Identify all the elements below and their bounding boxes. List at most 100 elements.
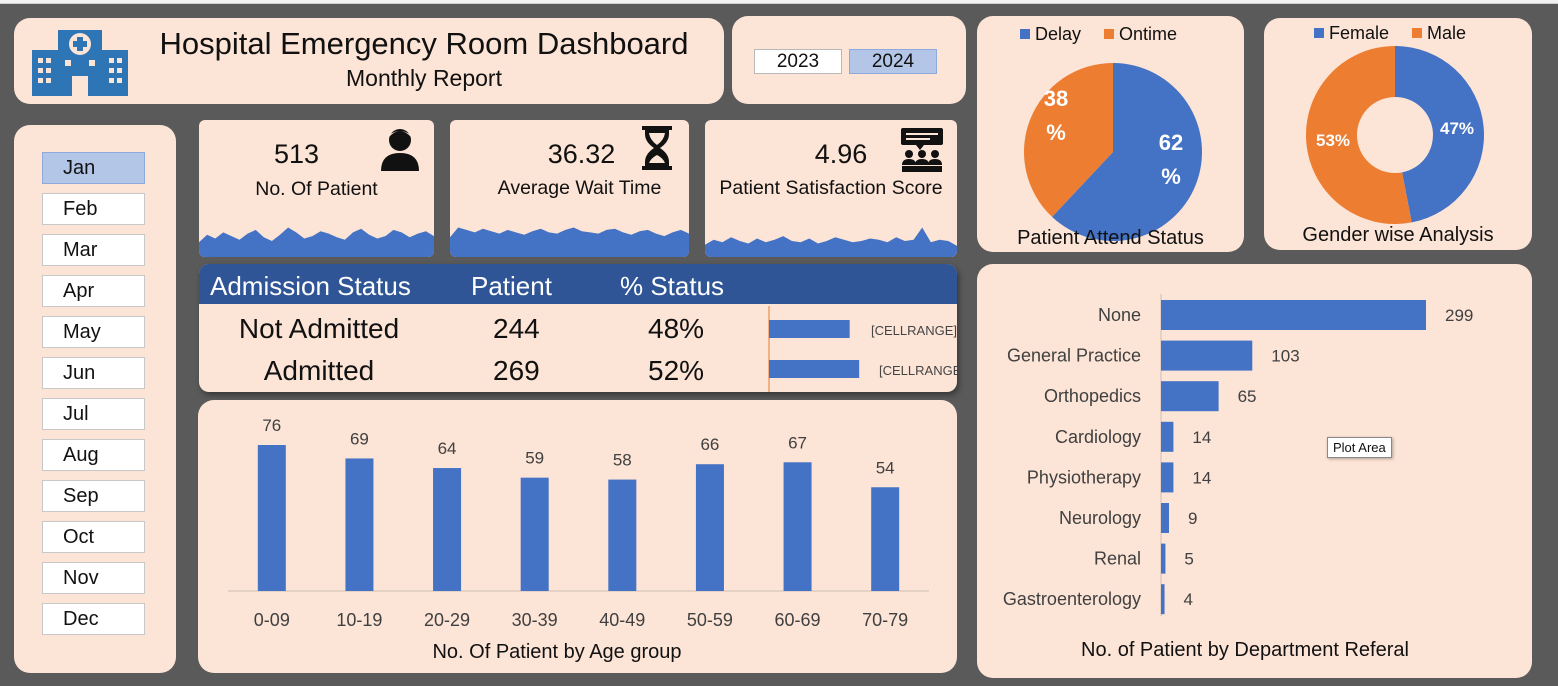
hospital-icon bbox=[32, 30, 128, 96]
month-button-feb[interactable]: Feb bbox=[42, 193, 145, 225]
dept-bar bbox=[1161, 300, 1426, 330]
age-tick-label: 20-29 bbox=[424, 610, 470, 630]
gender-legend: Female Male bbox=[1314, 23, 1466, 44]
dept-data-label: 14 bbox=[1192, 428, 1211, 447]
admission-percent: 52% bbox=[648, 355, 705, 386]
admission-percent: 48% bbox=[648, 313, 705, 344]
dept-bar bbox=[1161, 421, 1174, 452]
month-button-aug[interactable]: Aug bbox=[42, 439, 145, 471]
gender-donut-svg: 47% 53% bbox=[1306, 46, 1484, 224]
age-bar bbox=[345, 458, 374, 591]
age-tick-label: 40-49 bbox=[599, 610, 645, 630]
year-button-2023[interactable]: 2023 bbox=[754, 49, 842, 74]
dept-data-label: 5 bbox=[1184, 550, 1193, 569]
age-data-label: 59 bbox=[525, 449, 544, 468]
pie-label-delay: 62 bbox=[1159, 130, 1183, 155]
age-data-label: 76 bbox=[262, 416, 281, 435]
admission-bar-label: [CELLRANGE] bbox=[879, 363, 957, 378]
hourglass-icon bbox=[642, 126, 672, 170]
legend-label-delay: Delay bbox=[1035, 24, 1082, 44]
admission-bar-chart: [CELLRANGE] [CELLRANGE] bbox=[768, 306, 957, 392]
age-data-label: 69 bbox=[350, 429, 369, 448]
dept-data-label: 65 bbox=[1238, 387, 1257, 406]
department-referral-chart: None 299 General Practice 103 Orthopedics 65 C… bbox=[977, 264, 1532, 678]
admission-status-table: Admission Status Patient % Status Not Ad… bbox=[199, 264, 957, 392]
dept-bar bbox=[1161, 503, 1169, 533]
kpi-value-patients: 513 bbox=[273, 139, 320, 169]
header-admission-status: Admission Status bbox=[210, 271, 411, 301]
legend-swatch-ontime bbox=[1104, 29, 1115, 39]
attend-chart-title: Patient Attend Status bbox=[1017, 227, 1204, 249]
attend-legend: Delay Ontime bbox=[1020, 24, 1177, 45]
dept-data-label: 103 bbox=[1271, 347, 1299, 366]
admission-row-admitted: Admitted 269 52% bbox=[199, 350, 957, 392]
pie-slice-delay bbox=[1052, 63, 1202, 241]
attend-status-chart: Delay Ontime 62% 38% Patient Attend Statu… bbox=[977, 16, 1244, 252]
sparkline-satisfaction bbox=[705, 227, 957, 257]
dept-tick-label: Physiotherapy bbox=[1027, 467, 1141, 487]
dashboard-header: Hospital Emergency Room Dashboard Monthl… bbox=[14, 18, 724, 104]
gender-chart-title: Gender wise Analysis bbox=[1302, 224, 1494, 246]
admission-status-label: Not Admitted bbox=[238, 313, 400, 344]
sparkline-area bbox=[450, 227, 689, 257]
admission-table-header: Admission Status Patient % Status bbox=[199, 264, 957, 304]
age-bar bbox=[608, 479, 637, 591]
dept-tick-label: Orthopedics bbox=[1044, 386, 1141, 406]
month-button-jul[interactable]: Jul bbox=[42, 398, 145, 430]
pie-label-ontime-unit: % bbox=[1046, 120, 1066, 145]
age-tick-label: 10-19 bbox=[336, 610, 382, 630]
legend-label-male: Male bbox=[1427, 23, 1467, 43]
kpi-card-patients: 513 No. Of Patient bbox=[199, 120, 434, 257]
pie-slice-ontime bbox=[1024, 62, 1113, 217]
year-slicer: 2023 2024 bbox=[732, 16, 966, 104]
age-group-chart: 76 0-09 69 10-19 64 20-29 59 30-39 58 40-49 66 50-5… bbox=[198, 400, 957, 673]
age-data-label: 67 bbox=[788, 433, 807, 452]
sparkline-area bbox=[705, 227, 957, 257]
donut-label-female: 47% bbox=[1440, 119, 1474, 138]
age-bar bbox=[783, 462, 812, 591]
admission-patient-count: 269 bbox=[493, 355, 540, 386]
month-button-jan[interactable]: Jan bbox=[42, 152, 145, 184]
legend-swatch-male bbox=[1412, 28, 1423, 38]
legend-swatch-female bbox=[1314, 28, 1324, 38]
kpi-value-wait-time: 36.32 bbox=[547, 139, 616, 169]
month-button-nov[interactable]: Nov bbox=[42, 562, 145, 594]
month-button-apr[interactable]: Apr bbox=[42, 275, 145, 307]
month-button-dec[interactable]: Dec bbox=[42, 603, 145, 635]
age-bar bbox=[520, 477, 549, 591]
dept-bar bbox=[1161, 543, 1166, 574]
dept-bar bbox=[1161, 340, 1253, 371]
legend-label-ontime: Ontime bbox=[1119, 24, 1178, 44]
age-tick-label: 50-59 bbox=[687, 610, 733, 630]
month-button-oct[interactable]: Oct bbox=[42, 521, 145, 553]
donut-slice-male bbox=[1306, 46, 1412, 224]
donut-slice-female bbox=[1395, 46, 1484, 223]
age-bar bbox=[871, 487, 900, 591]
admission-row-not-admitted: Not Admitted 244 48% bbox=[199, 308, 957, 350]
age-bar bbox=[695, 464, 724, 591]
age-data-label: 66 bbox=[700, 435, 719, 454]
age-chart-title: No. Of Patient by Age group bbox=[432, 641, 681, 663]
month-button-may[interactable]: May bbox=[42, 316, 145, 348]
dept-chart-title: No. of Patient by Department Referal bbox=[1081, 639, 1409, 661]
header-patient: Patient bbox=[471, 271, 552, 301]
plot-area-tooltip: Plot Area bbox=[1327, 437, 1392, 458]
age-tick-label: 70-79 bbox=[862, 610, 908, 630]
age-data-label: 58 bbox=[613, 451, 632, 470]
month-button-mar[interactable]: Mar bbox=[42, 234, 145, 266]
month-button-jun[interactable]: Jun bbox=[42, 357, 145, 389]
sparkline-patients bbox=[199, 227, 434, 257]
department-chart-svg: None 299 General Practice 103 Orthopedics 65 C… bbox=[1003, 294, 1473, 661]
dept-tick-label: Gastroenterology bbox=[1003, 589, 1141, 609]
month-button-sep[interactable]: Sep bbox=[42, 480, 145, 512]
dept-data-label: 14 bbox=[1192, 468, 1211, 487]
dept-tick-label: Neurology bbox=[1059, 508, 1141, 528]
admission-bar bbox=[769, 320, 850, 338]
year-button-2024[interactable]: 2024 bbox=[849, 49, 937, 74]
age-bar bbox=[433, 468, 462, 591]
age-data-label: 54 bbox=[876, 458, 895, 477]
dept-tick-label: None bbox=[1098, 305, 1141, 325]
audience-feedback-icon bbox=[901, 128, 943, 172]
admission-status-label: Admitted bbox=[263, 355, 375, 386]
spreadsheet-gridlines bbox=[0, 0, 1558, 4]
